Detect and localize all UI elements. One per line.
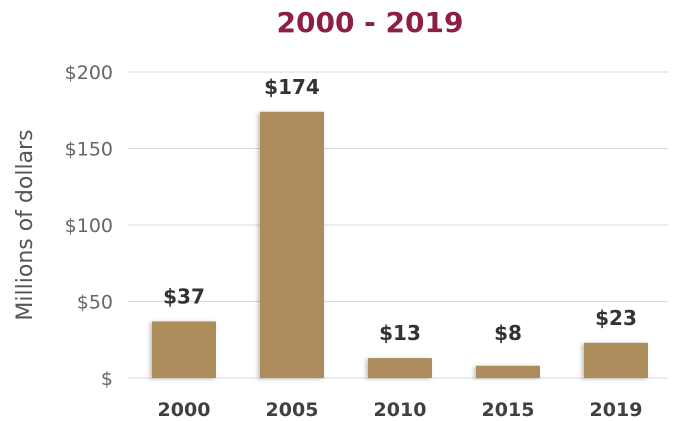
data-label: $23 [595, 306, 637, 330]
y-tick-label: $200 [65, 62, 113, 84]
x-tick-labels: 2000 2005 2010 2015 2019 [158, 399, 643, 421]
bar [476, 365, 540, 378]
x-tick-label: 2019 [590, 399, 643, 421]
chart-title: 2000 - 2019 [277, 6, 464, 39]
data-label: $13 [379, 321, 421, 345]
data-label: $174 [264, 75, 320, 99]
bar [152, 321, 216, 378]
data-labels: $37 $174 $13 $8 $23 [163, 75, 637, 345]
x-tick-label: 2000 [158, 399, 211, 421]
y-tick-label: $100 [65, 215, 113, 237]
y-tick-label: $50 [77, 292, 113, 314]
gridlines [128, 71, 668, 379]
data-label: $37 [163, 284, 205, 308]
x-tick-label: 2005 [266, 399, 319, 421]
data-label: $8 [494, 321, 522, 345]
bar [584, 342, 648, 378]
y-axis-label: Millions of dollars [13, 129, 38, 320]
bar [368, 358, 432, 378]
y-tick-label: $150 [65, 139, 113, 161]
bar [260, 111, 324, 378]
y-tick-label: $ [101, 368, 113, 390]
y-tick-labels: $ $50 $100 $150 $200 [65, 62, 113, 390]
bars [152, 111, 648, 378]
x-tick-label: 2010 [374, 399, 427, 421]
x-tick-label: 2015 [482, 399, 535, 421]
